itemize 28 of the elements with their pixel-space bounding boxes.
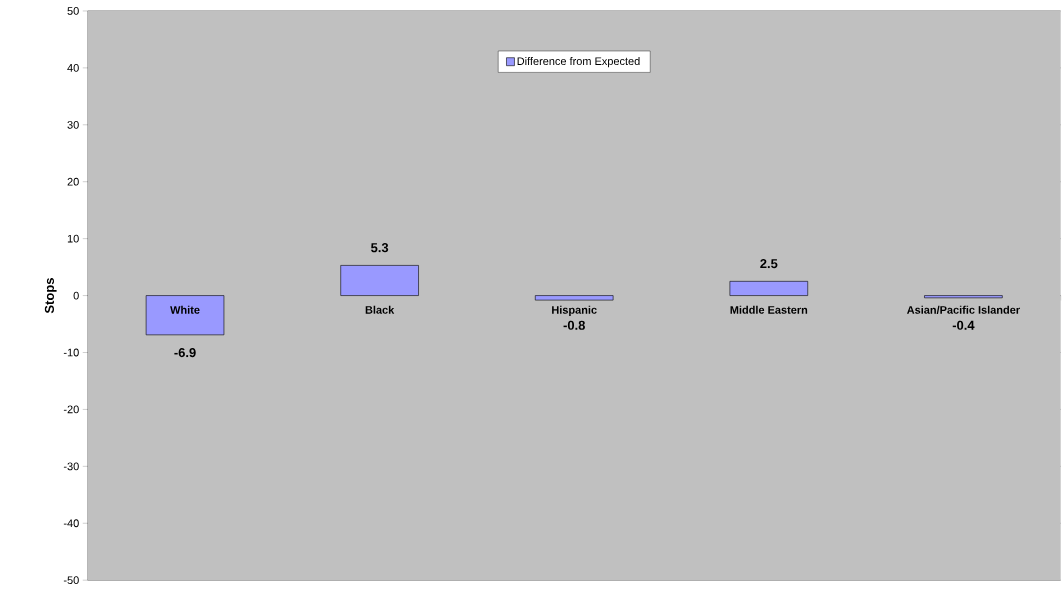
data-label: 2.5 — [760, 258, 778, 269]
x-tick-label: Black — [365, 305, 395, 314]
y-tick-label: 20 — [67, 177, 79, 186]
data-label: -0.8 — [563, 320, 585, 330]
y-tick-label: 50 — [67, 7, 79, 15]
y-tick-label: 10 — [67, 234, 79, 243]
x-tick-label: Asian/Pacific Islander — [907, 305, 1020, 314]
x-tick-label: White — [170, 305, 200, 314]
bar — [924, 295, 1003, 299]
x-tick-label: Hispanic — [552, 305, 597, 316]
y-tick-label: 40 — [67, 63, 79, 72]
bar — [340, 265, 419, 296]
bar — [729, 280, 809, 296]
y-tick-label: -20 — [63, 405, 79, 414]
y-tick-label: -10 — [63, 348, 79, 357]
data-label: -6.9 — [174, 347, 196, 358]
bar — [145, 295, 225, 336]
legend-label: Difference from Expected — [517, 56, 640, 68]
y-tick-label: -30 — [63, 462, 79, 471]
y-tick-label: 30 — [67, 120, 79, 129]
data-label: 5.3 — [371, 242, 389, 253]
bar — [534, 295, 614, 301]
y-axis-title: Stops — [44, 278, 57, 314]
x-tick-label: Middle Eastern — [730, 305, 808, 314]
y-tick-label: -40 — [63, 519, 79, 528]
data-label: -0.4 — [952, 320, 975, 330]
y-tick-label: -50 — [63, 576, 79, 584]
y-tick-label: 0 — [73, 291, 79, 300]
